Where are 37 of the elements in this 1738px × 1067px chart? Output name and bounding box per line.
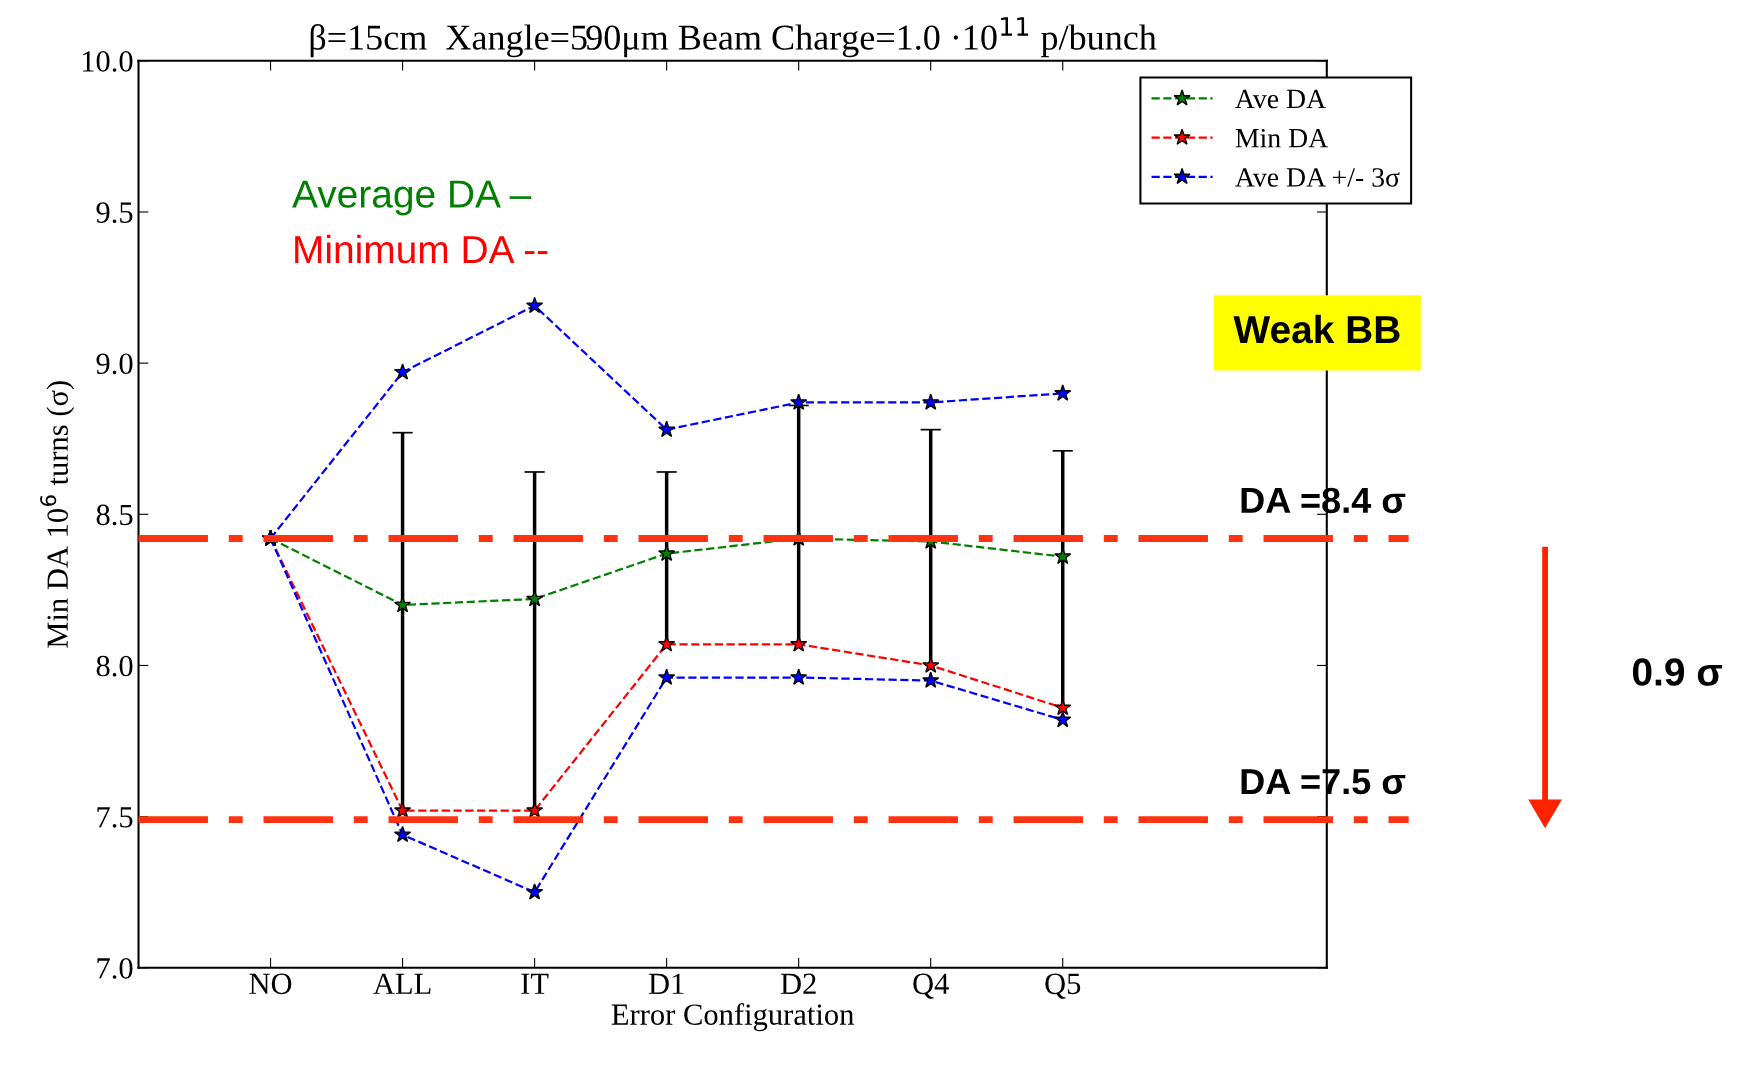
point (1054, 384, 1072, 401)
y-tick-label: 7.0 (97, 958, 133, 979)
x-axis-title: Error Configuration (611, 1003, 854, 1032)
point (922, 671, 940, 689)
x-tick-label: Q4 (913, 973, 949, 999)
x-tick-label: IT (521, 973, 549, 994)
point (922, 393, 940, 410)
annotation: Average DA – (292, 180, 532, 216)
chart-title: β=15cm Xangle=590μm Beam Charge=1.0 ·10$^{11}$ p/bunch (310, 17, 1157, 58)
y-tick-label: 10.0 (82, 51, 133, 72)
point (1054, 710, 1072, 728)
x-tick-label: D1 (648, 973, 684, 994)
text: Weak BB (1233, 314, 1400, 344)
legend-label: Ave DA +/- 3σ (1235, 168, 1400, 187)
point (658, 420, 676, 438)
x-tick-label: Q5 (1045, 973, 1081, 999)
text: 0.9 σ (1632, 658, 1723, 686)
point (790, 668, 808, 685)
legend-label: Ave DA (1235, 89, 1326, 109)
point (922, 656, 940, 673)
y-tick-label: 8.0 (96, 655, 133, 677)
point (658, 668, 676, 685)
legend-label: Min DA (1235, 128, 1329, 148)
y-tick-label: 7.5 (97, 807, 133, 828)
point (525, 296, 544, 314)
annotation: Minimum DA -- (295, 234, 548, 264)
y-axis-title: Min DA 10$^{6}$ turns (σ) (40, 381, 75, 648)
y-tick-label: 8.5 (96, 504, 133, 526)
x-tick-label: ALL (373, 973, 431, 994)
y-tick-label: 9.5 (96, 202, 133, 224)
point (525, 883, 544, 900)
point (790, 393, 808, 410)
x-tick-label: NO (249, 973, 292, 995)
point (393, 363, 412, 380)
y-tick-label: 9.0 (96, 353, 133, 375)
point (393, 825, 412, 843)
x-tick-label: D2 (780, 973, 816, 994)
